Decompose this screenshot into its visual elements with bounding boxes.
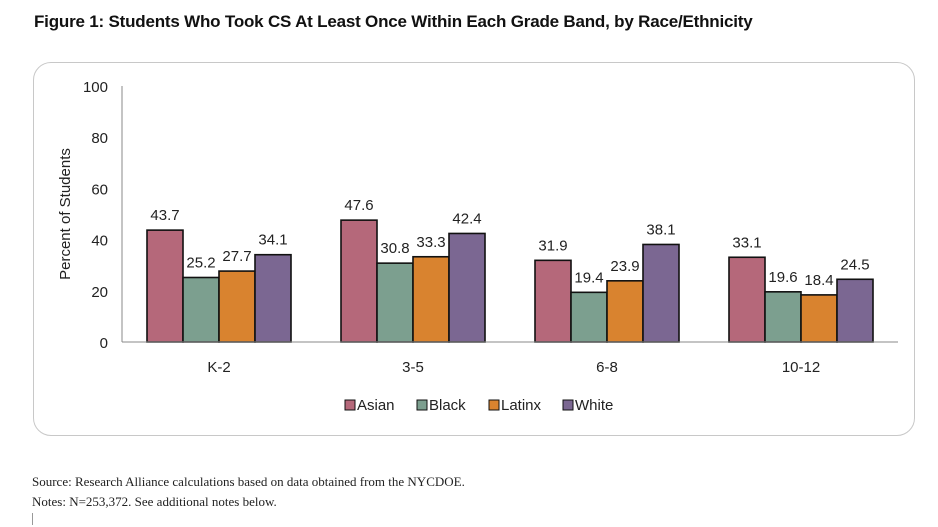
chart-frame: [33, 62, 915, 436]
y-tick-label: 0: [100, 335, 108, 352]
legend-swatch-white: [562, 399, 574, 411]
data-label: 42.4: [452, 210, 481, 227]
bar-black: [182, 276, 220, 343]
data-label: 43.7: [150, 207, 179, 224]
x-tick-label: K-2: [207, 359, 230, 376]
legend-label: Black: [429, 397, 466, 414]
chart-title: Figure 1: Students Who Took CS At Least …: [34, 12, 753, 31]
data-label: 23.9: [610, 258, 639, 275]
data-label: 19.4: [574, 269, 603, 286]
bar-black: [764, 291, 802, 343]
bar-white: [448, 232, 486, 343]
legend-label: Latinx: [501, 397, 542, 414]
legend-swatch-black: [416, 399, 428, 411]
bar-latinx: [800, 294, 838, 343]
x-tick-label: 10-12: [782, 359, 820, 376]
y-tick-label: 20: [91, 284, 108, 301]
y-axis-title: Percent of Students: [57, 148, 74, 280]
bar-asian: [534, 259, 572, 343]
data-label: 19.6: [768, 269, 797, 286]
bar-latinx: [412, 255, 450, 343]
x-tick-label: 6-8: [596, 359, 618, 376]
legend-swatch-latinx: [488, 399, 500, 411]
legend-label: White: [575, 397, 613, 414]
data-label: 34.1: [258, 232, 287, 249]
bar-black: [376, 262, 414, 343]
legend-swatch-asian: [344, 399, 356, 411]
text-cursor: [32, 513, 33, 525]
data-label: 33.3: [416, 234, 445, 251]
bar-white: [642, 243, 680, 343]
data-label: 38.1: [646, 221, 675, 238]
y-tick-label: 40: [91, 233, 108, 250]
source-note: Source: Research Alliance calculations b…: [32, 474, 465, 489]
bar-white: [836, 278, 874, 343]
bar-asian: [146, 229, 184, 343]
legend-label: Asian: [357, 397, 395, 414]
y-tick-label: 80: [91, 130, 108, 147]
bar-asian: [340, 219, 378, 343]
y-tick-label: 100: [83, 79, 108, 96]
bar-asian: [728, 256, 766, 343]
bar-latinx: [218, 270, 256, 343]
notes-text: Notes: N=253,372. See additional notes b…: [32, 494, 277, 509]
data-label: 27.7: [222, 248, 251, 265]
y-tick-label: 60: [91, 181, 108, 198]
data-label: 18.4: [804, 272, 833, 289]
data-label: 47.6: [344, 197, 373, 214]
data-label: 24.5: [840, 256, 869, 273]
data-label: 33.1: [732, 234, 761, 251]
bar-latinx: [606, 280, 644, 343]
bar-black: [570, 291, 608, 343]
data-label: 25.2: [186, 254, 215, 271]
bar-white: [254, 253, 292, 343]
data-label: 30.8: [380, 240, 409, 257]
x-tick-label: 3-5: [402, 359, 424, 376]
data-label: 31.9: [538, 237, 567, 254]
